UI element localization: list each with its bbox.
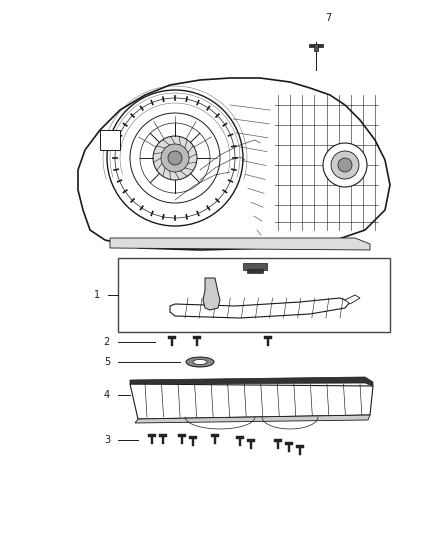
Polygon shape xyxy=(110,238,370,250)
Polygon shape xyxy=(100,130,120,150)
Polygon shape xyxy=(203,278,220,310)
Bar xyxy=(170,338,173,345)
Text: 6: 6 xyxy=(273,265,279,275)
Circle shape xyxy=(140,123,210,193)
Bar xyxy=(237,436,244,439)
Bar xyxy=(247,439,254,442)
Circle shape xyxy=(107,90,243,226)
Bar xyxy=(314,44,318,51)
Bar xyxy=(178,434,186,438)
Text: 2: 2 xyxy=(104,337,110,347)
Circle shape xyxy=(161,144,189,172)
Circle shape xyxy=(338,158,352,172)
Bar xyxy=(212,434,219,438)
Bar xyxy=(194,336,201,340)
Bar xyxy=(196,338,198,345)
Polygon shape xyxy=(170,298,350,318)
Bar xyxy=(247,269,263,273)
Polygon shape xyxy=(130,384,373,419)
Circle shape xyxy=(168,151,182,165)
Bar xyxy=(162,437,164,443)
Bar xyxy=(265,336,272,340)
Bar xyxy=(180,437,184,443)
Circle shape xyxy=(331,151,359,179)
Bar xyxy=(148,434,155,438)
Bar xyxy=(191,439,194,446)
Text: 5: 5 xyxy=(104,357,110,367)
Text: 1: 1 xyxy=(94,290,100,300)
Polygon shape xyxy=(130,377,373,386)
Bar xyxy=(309,44,323,47)
Ellipse shape xyxy=(186,357,214,367)
Bar xyxy=(239,439,241,446)
Bar xyxy=(274,439,282,442)
Bar xyxy=(299,447,301,455)
Bar xyxy=(243,263,267,270)
Circle shape xyxy=(153,136,197,180)
Bar xyxy=(214,437,216,443)
Polygon shape xyxy=(78,78,390,250)
Polygon shape xyxy=(135,415,370,423)
Bar xyxy=(286,442,293,446)
Bar xyxy=(168,336,176,340)
Circle shape xyxy=(323,143,367,187)
Bar xyxy=(250,441,252,449)
Polygon shape xyxy=(345,295,360,304)
Ellipse shape xyxy=(193,359,207,365)
Bar xyxy=(189,436,197,439)
Bar xyxy=(159,434,166,438)
Bar xyxy=(297,445,304,448)
Bar xyxy=(288,445,290,451)
Text: 4: 4 xyxy=(104,390,110,400)
Bar xyxy=(151,437,153,443)
Bar xyxy=(267,338,269,345)
Circle shape xyxy=(130,113,220,203)
Text: 7: 7 xyxy=(325,13,331,23)
Bar xyxy=(277,441,279,449)
Bar xyxy=(118,258,390,332)
Circle shape xyxy=(115,98,235,218)
Text: 3: 3 xyxy=(104,435,110,445)
